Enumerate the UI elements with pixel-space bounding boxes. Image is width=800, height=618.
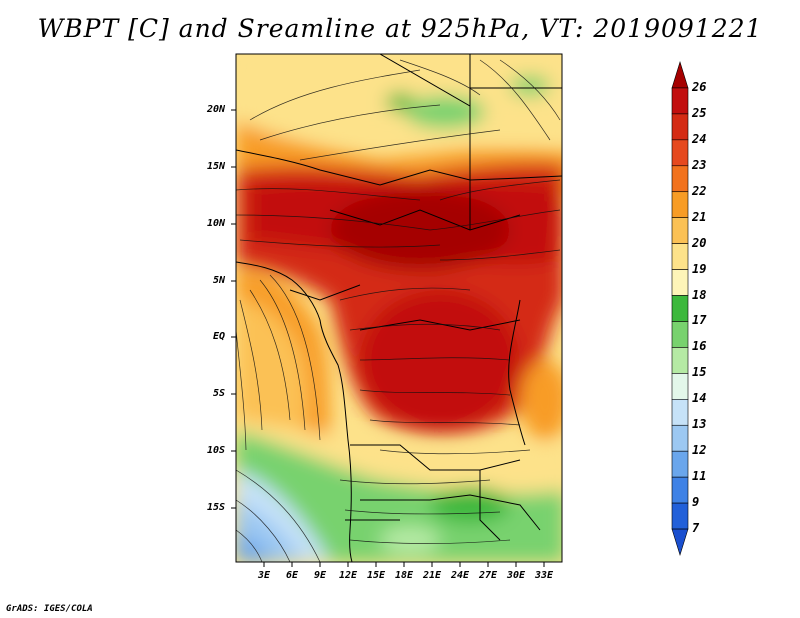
colorbar-label: 19 — [692, 261, 707, 276]
colorbar-label: 20 — [692, 235, 707, 250]
lon-label: 3E — [258, 570, 271, 581]
colorbar-label: 23 — [692, 157, 707, 172]
colorbar-label: 7 — [692, 521, 700, 536]
colorbar-segment — [671, 269, 689, 296]
colorbar-segment — [671, 165, 689, 193]
lat-label: 5S — [213, 388, 226, 399]
lat-label: 5N — [213, 275, 226, 286]
colorbar-label: 26 — [692, 79, 707, 94]
colorbar-label: 17 — [692, 313, 707, 328]
lat-label: 20N — [207, 104, 226, 115]
colorbar-segment — [671, 399, 689, 426]
lon-label: 30E — [507, 570, 526, 581]
lon-label: 12E — [339, 570, 358, 581]
colorbar-segment — [671, 113, 689, 141]
map-title: WBPT [C] and Sreamline at 925hPa, VT: 20… — [37, 14, 763, 43]
colorbar-label: 11 — [692, 469, 707, 484]
lat-label: 15N — [207, 161, 226, 172]
colorbar-label: 13 — [692, 417, 707, 432]
colorbar-label: 16 — [692, 339, 707, 354]
grads-credit: GrADS: IGES/COLA — [6, 604, 93, 614]
colorbar-label: 18 — [692, 287, 707, 302]
colorbar-segment — [671, 373, 689, 400]
colorbar-label: 14 — [692, 391, 707, 406]
lon-label: 21E — [423, 570, 442, 581]
colorbar-segment — [671, 139, 689, 167]
colorbar-segment — [671, 450, 689, 478]
lon-label: 9E — [314, 570, 327, 581]
colorbar-label: 22 — [692, 183, 707, 198]
colorbar-segment — [671, 60, 689, 89]
colorbar-segment — [671, 191, 689, 218]
wbpt-field — [236, 54, 562, 562]
colorbar-segment — [671, 502, 689, 530]
colorbar-segment — [671, 321, 689, 348]
colorbar-label: 21 — [692, 209, 707, 224]
lon-label: 27E — [479, 570, 498, 581]
colorbar-label: 12 — [692, 443, 707, 458]
colorbar-segment — [671, 87, 689, 115]
lat-label: 15S — [207, 502, 226, 513]
colorbar — [671, 60, 689, 557]
colorbar-label: 9 — [692, 495, 700, 510]
lat-label: EQ — [213, 331, 226, 342]
lon-label: 33E — [535, 570, 554, 581]
map-frame — [235, 53, 563, 563]
lat-label: 10N — [207, 218, 226, 229]
colorbar-segment — [671, 528, 689, 557]
colorbar-segment — [671, 476, 689, 504]
colorbar-segment — [671, 295, 689, 322]
colorbar-segment — [671, 217, 689, 244]
colorbar-label: 15 — [692, 365, 707, 380]
colorbar-label: 24 — [692, 131, 707, 146]
lat-label: 10S — [207, 445, 226, 456]
colorbar-segment — [671, 424, 689, 452]
lon-label: 15E — [367, 570, 386, 581]
lon-label: 6E — [286, 570, 299, 581]
colorbar-label: 25 — [692, 105, 707, 120]
colorbar-segment — [671, 347, 689, 374]
colorbar-segment — [671, 243, 689, 270]
lon-label: 24E — [451, 570, 470, 581]
lon-label: 18E — [395, 570, 414, 581]
